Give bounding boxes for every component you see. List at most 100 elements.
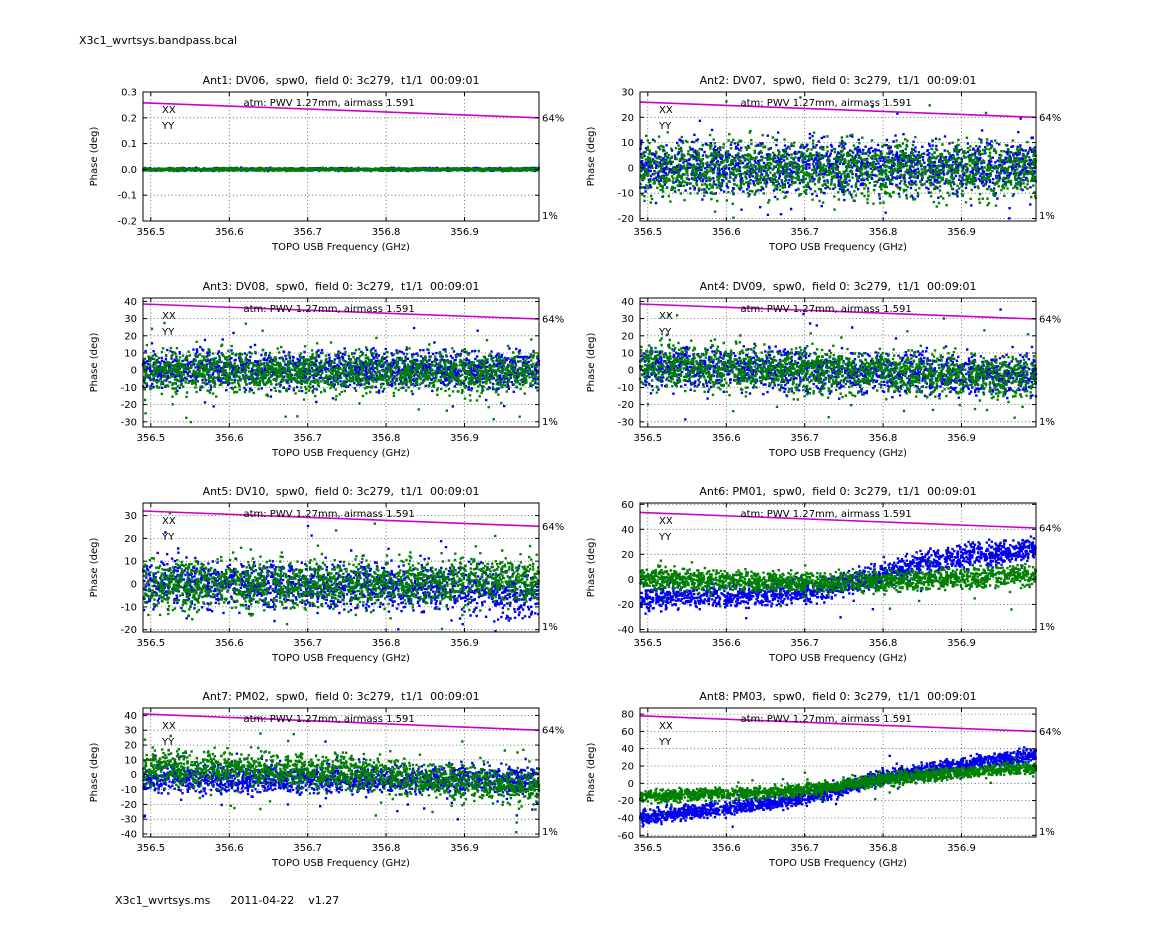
gridlines bbox=[640, 503, 1036, 632]
x-tick-label: 356.8 bbox=[869, 433, 898, 444]
x-tick-label: 356.9 bbox=[450, 638, 479, 649]
atm-top-pct-label: 64% bbox=[1039, 524, 1061, 535]
footer-version: v1.27 bbox=[308, 894, 340, 907]
y-tick-label: -10 bbox=[121, 602, 137, 613]
scatter-yy bbox=[639, 96, 1038, 219]
x-axis-label: TOPO USB Frequency (GHz) bbox=[768, 858, 907, 869]
legend-yy: YY bbox=[161, 737, 175, 748]
x-tick-label: 356.7 bbox=[790, 433, 819, 444]
legend-xx: XX bbox=[162, 516, 176, 527]
axis-ticks bbox=[143, 298, 539, 427]
subplot-ant2-dv07: atm: PWV 1.27mm, airmass 1.591 356.5 356.6… bbox=[568, 70, 1086, 270]
y-tick-label: -20 bbox=[618, 214, 634, 225]
y-tick-label: 0 bbox=[131, 366, 137, 377]
x-tick-label: 356.8 bbox=[372, 227, 401, 238]
y-axis-label: Phase (deg) bbox=[586, 538, 597, 598]
figure-footer: X3c1_wvrtsys.ms 2011-04-22 v1.27 bbox=[115, 894, 339, 907]
x-tick-label: 356.9 bbox=[947, 433, 976, 444]
x-tick-label: 356.8 bbox=[869, 843, 898, 854]
chart-canvas: atm: PWV 1.27mm, airmass 1.591 356.5 356.6… bbox=[586, 690, 1061, 869]
y-tick-label: 20 bbox=[621, 113, 634, 124]
y-tick-label: 30 bbox=[621, 88, 634, 99]
y-tick-label: 30 bbox=[124, 511, 137, 522]
x-tick-label: 356.6 bbox=[712, 638, 741, 649]
x-axis-label: TOPO USB Frequency (GHz) bbox=[271, 858, 410, 869]
y-tick-label: 0.2 bbox=[121, 113, 137, 124]
scatter-yy bbox=[142, 512, 540, 631]
x-tick-label: 356.9 bbox=[450, 433, 479, 444]
atm-bottom-pct-label: 1% bbox=[1039, 622, 1055, 633]
legend-xx: XX bbox=[162, 311, 176, 322]
legend-xx: XX bbox=[162, 105, 176, 116]
x-tick-label: 356.8 bbox=[869, 638, 898, 649]
x-tick-label: 356.7 bbox=[293, 638, 322, 649]
scatter-yy bbox=[638, 313, 1037, 419]
x-tick-label: 356.5 bbox=[634, 433, 663, 444]
y-tick-label: -40 bbox=[121, 830, 137, 841]
y-tick-label: 0 bbox=[131, 580, 137, 591]
axis-ticks bbox=[640, 91, 1036, 221]
subplot-ant5-dv10: atm: PWV 1.27mm, airmass 1.591 356.5 356.6… bbox=[71, 481, 589, 681]
x-tick-label: 356.5 bbox=[137, 638, 166, 649]
x-tick-label: 356.6 bbox=[712, 227, 741, 238]
y-tick-label: -20 bbox=[121, 625, 137, 636]
x-tick-label: 356.6 bbox=[712, 843, 741, 854]
y-tick-label: -20 bbox=[121, 400, 137, 411]
atm-transmission-line bbox=[142, 303, 540, 320]
atm-top-pct-label: 64% bbox=[542, 726, 564, 737]
subplot-ant1-dv06: atm: PWV 1.27mm, airmass 1.591 356.5 356.6… bbox=[71, 70, 589, 270]
x-axis-label: TOPO USB Frequency (GHz) bbox=[768, 242, 907, 253]
atm-transmission-line bbox=[639, 511, 1037, 529]
y-axis-label: Phase (deg) bbox=[89, 333, 100, 393]
x-tick-label: 356.8 bbox=[372, 433, 401, 444]
footer-date: 2011-04-22 bbox=[230, 894, 295, 907]
subplot-ant8-pm03: atm: PWV 1.27mm, airmass 1.591 356.5 356.6… bbox=[568, 686, 1086, 886]
subplot-title: Ant2: DV07, spw0, field 0: 3c279, t1/1 0… bbox=[700, 74, 977, 87]
y-tick-label: -20 bbox=[618, 600, 634, 611]
x-tick-label: 356.7 bbox=[293, 843, 322, 854]
legend-yy: YY bbox=[161, 327, 175, 338]
x-tick-label: 356.7 bbox=[790, 638, 819, 649]
y-tick-label: 20 bbox=[621, 331, 634, 342]
atm-bottom-pct-label: 1% bbox=[1039, 417, 1055, 428]
y-tick-label: 0 bbox=[628, 779, 634, 790]
chart-canvas: atm: PWV 1.27mm, airmass 1.591 356.5 356.6… bbox=[89, 690, 564, 869]
y-axis-label: Phase (deg) bbox=[586, 743, 597, 803]
atm-bottom-pct-label: 1% bbox=[542, 417, 558, 428]
x-tick-label: 356.9 bbox=[450, 843, 479, 854]
x-tick-label: 356.5 bbox=[137, 433, 166, 444]
chart-canvas: atm: PWV 1.27mm, airmass 1.591 356.5 356.6… bbox=[586, 280, 1061, 459]
x-tick-label: 356.5 bbox=[137, 843, 166, 854]
y-tick-label: -20 bbox=[618, 400, 634, 411]
y-axis-label: Phase (deg) bbox=[89, 743, 100, 803]
x-tick-label: 356.9 bbox=[947, 638, 976, 649]
y-tick-label: 0.1 bbox=[121, 139, 137, 150]
y-tick-label: 60 bbox=[621, 727, 634, 738]
x-axis-label: TOPO USB Frequency (GHz) bbox=[271, 242, 410, 253]
y-tick-label: -10 bbox=[121, 383, 137, 394]
subplot-title: Ant7: PM02, spw0, field 0: 3c279, t1/1 0… bbox=[202, 690, 479, 703]
atm-top-pct-label: 64% bbox=[542, 522, 564, 533]
legend-xx: XX bbox=[659, 311, 673, 322]
plot-frame bbox=[142, 91, 540, 222]
x-tick-label: 356.9 bbox=[947, 227, 976, 238]
scatter-yy bbox=[639, 559, 1038, 611]
y-tick-label: 10 bbox=[621, 138, 634, 149]
atm-bottom-pct-label: 1% bbox=[542, 622, 558, 633]
legend-yy: YY bbox=[161, 121, 175, 132]
atm-label: atm: PWV 1.27mm, airmass 1.591 bbox=[243, 98, 414, 109]
y-axis-label: Phase (deg) bbox=[89, 127, 100, 187]
y-tick-label: 20 bbox=[621, 762, 634, 773]
plot-frame bbox=[142, 502, 540, 633]
x-tick-label: 356.6 bbox=[712, 433, 741, 444]
y-tick-label: 10 bbox=[621, 349, 634, 360]
y-tick-label: 10 bbox=[124, 349, 137, 360]
y-tick-label: -20 bbox=[618, 796, 634, 807]
legend-xx: XX bbox=[162, 721, 176, 732]
legend-yy: YY bbox=[658, 737, 672, 748]
x-tick-label: 356.5 bbox=[137, 227, 166, 238]
axis-ticks bbox=[143, 503, 539, 632]
atm-transmission-line bbox=[639, 303, 1037, 320]
axis-ticks bbox=[640, 298, 1036, 427]
y-tick-label: 30 bbox=[124, 314, 137, 325]
